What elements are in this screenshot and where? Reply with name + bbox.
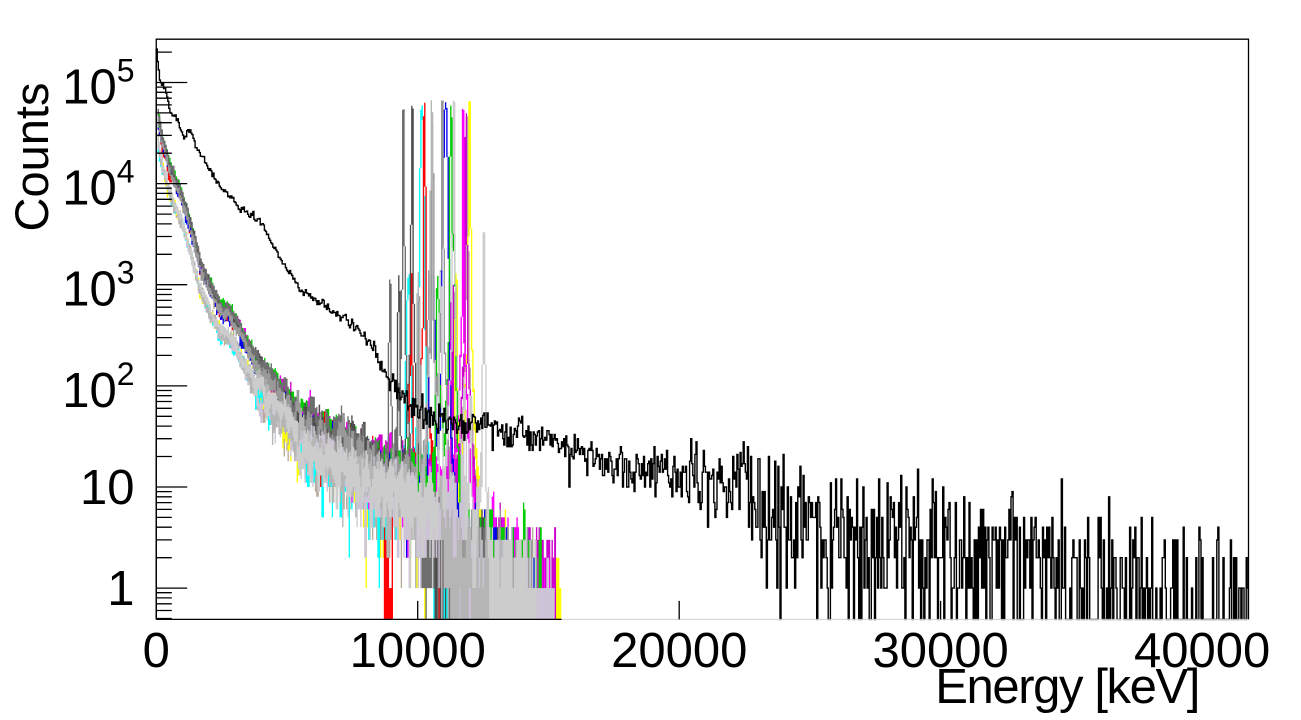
svg-text:30000: 30000	[872, 624, 1008, 678]
svg-text:20000: 20000	[611, 624, 747, 678]
svg-text:104: 104	[62, 154, 134, 216]
svg-text:Energy [keV]: Energy [keV]	[935, 660, 1199, 714]
svg-text:103: 103	[62, 255, 134, 317]
svg-text:102: 102	[62, 356, 134, 418]
svg-text:Counts: Counts	[5, 83, 58, 232]
svg-text:10: 10	[80, 461, 135, 515]
svg-text:105: 105	[62, 53, 134, 115]
svg-text:1: 1	[107, 562, 134, 616]
svg-text:40000: 40000	[1134, 624, 1270, 678]
svg-text:0: 0	[143, 624, 170, 678]
svg-text:10000: 10000	[350, 624, 486, 678]
